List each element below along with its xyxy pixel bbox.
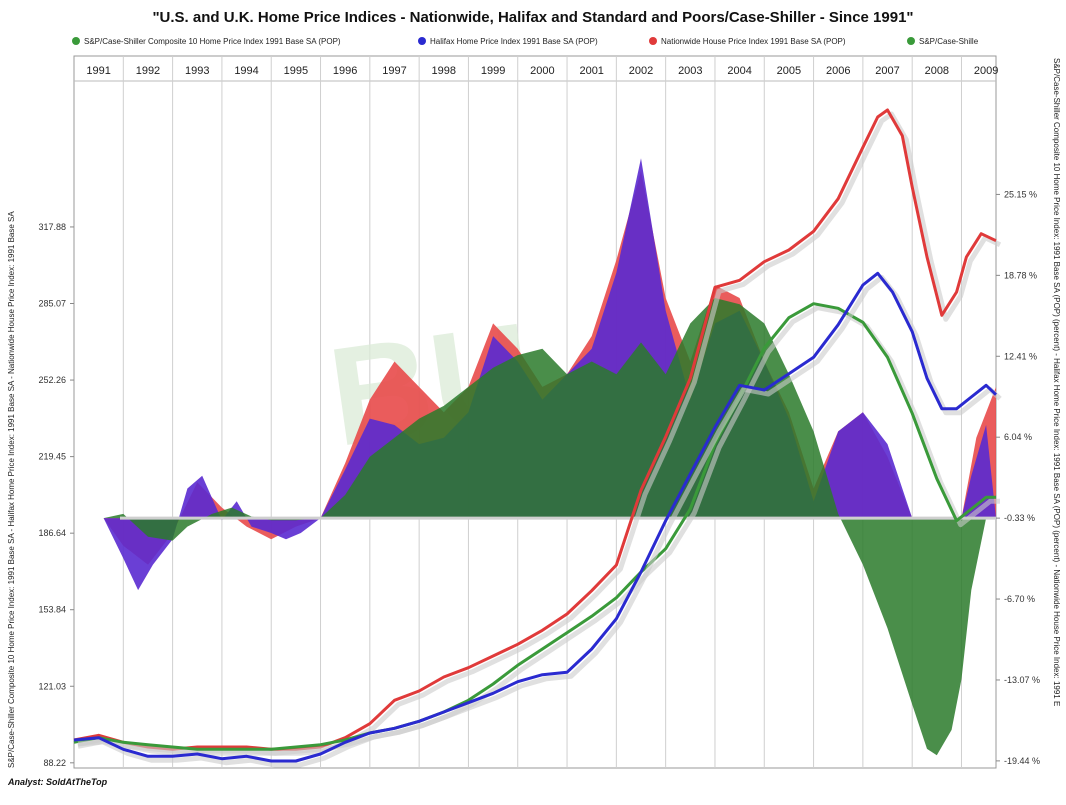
- chart-title: "U.S. and U.K. Home Price Indices - Nati…: [152, 9, 913, 26]
- right-axis-ticks: -19.44 % -13.07 % -6.70 % -0.33 % 6.04 % 12.4…: [996, 189, 1040, 766]
- legend: S&P/Case-Shiller Composite 10 Home Price…: [72, 37, 979, 46]
- year-label-2000: 2000: [530, 65, 554, 77]
- year-label-1991: 1991: [86, 65, 110, 77]
- year-label-1995: 1995: [284, 65, 308, 77]
- legend-marker-case-shiller: [72, 37, 80, 45]
- index-line-series: [73, 108, 1002, 768]
- legend-label-nationwide: Nationwide House Price Index 1991 Base S…: [661, 37, 846, 46]
- legend-marker-halifax: [418, 37, 426, 45]
- legend-label-case-shiller-pop: S&P/Case-Shille: [919, 37, 979, 46]
- year-label-2002: 2002: [629, 65, 653, 77]
- year-label-2003: 2003: [678, 65, 702, 77]
- year-labels: 1991 1992 1993 1994 1995 1996 1997 1998 1999 2000…: [86, 65, 998, 77]
- legend-label-case-shiller: S&P/Case-Shiller Composite 10 Home Price…: [84, 37, 341, 46]
- year-label-1998: 1998: [432, 65, 456, 77]
- left-tick-label-153-84: 153.84: [38, 605, 66, 615]
- pop-area-series: [103, 158, 997, 756]
- left-tick-label-121-03: 121.03: [38, 681, 66, 691]
- left-tick-label-317-88: 317.88: [38, 222, 66, 232]
- right-tick-label-13-07: -13.07 %: [1004, 675, 1040, 685]
- year-label-2001: 2001: [579, 65, 603, 77]
- right-tick-label-12-41: 12.41 %: [1004, 351, 1037, 361]
- line-shadow-halifax-home-price-index: [77, 274, 1002, 768]
- year-label-1997: 1997: [382, 65, 406, 77]
- year-label-2005: 2005: [777, 65, 801, 77]
- left-tick-label-186-64: 186.64: [38, 528, 66, 538]
- right-axis-title: S&P/Case-Shiller Composite 10 Home Price…: [1052, 58, 1061, 706]
- legend-marker-case-shiller-pop: [907, 37, 915, 45]
- left-tick-label-252-26: 252.26: [38, 375, 66, 385]
- right-tick-label-6-04: 6.04 %: [1004, 432, 1032, 442]
- year-label-2008: 2008: [925, 65, 949, 77]
- legend-marker-nationwide: [649, 37, 657, 45]
- line-halifax-home-price-index: [73, 271, 998, 763]
- left-axis-title: S&P/Case-Shiller Composite 10 Home Price…: [7, 211, 16, 768]
- right-tick-label-6-70: -6.70 %: [1004, 594, 1035, 604]
- year-label-2004: 2004: [727, 65, 751, 77]
- year-label-1993: 1993: [185, 65, 209, 77]
- left-tick-label-219-45: 219.45: [38, 452, 66, 462]
- legend-label-halifax: Halifax Home Price Index 1991 Base SA (P…: [430, 37, 598, 46]
- year-label-2007: 2007: [875, 65, 899, 77]
- right-tick-label-18-78: 18.78 %: [1004, 270, 1037, 280]
- year-label-1999: 1999: [481, 65, 505, 77]
- right-tick-label-25-15: 25.15 %: [1004, 189, 1037, 199]
- left-tick-label-88-22: 88.22: [43, 758, 66, 768]
- right-tick-label-0-33: -0.33 %: [1004, 513, 1035, 523]
- year-label-1994: 1994: [234, 65, 258, 77]
- left-tick-label-285-07: 285.07: [38, 299, 66, 309]
- year-label-1992: 1992: [136, 65, 160, 77]
- year-label-2006: 2006: [826, 65, 850, 77]
- line-nationwide-house-price-index: [73, 108, 997, 751]
- line-s-p-case-shiller-composite-10: [73, 302, 996, 751]
- year-label-1996: 1996: [333, 65, 357, 77]
- analyst-credit: Analyst: SoldAtTheTop: [7, 777, 108, 787]
- year-label-2009: 2009: [974, 65, 998, 77]
- right-tick-label-19-44: -19.44 %: [1004, 756, 1040, 766]
- area-s-p-case-shiller-pop-area: [103, 298, 997, 756]
- left-axis-ticks: 88.22 121.03 153.84 186.64 219.45 252.26 285.0…: [38, 222, 74, 768]
